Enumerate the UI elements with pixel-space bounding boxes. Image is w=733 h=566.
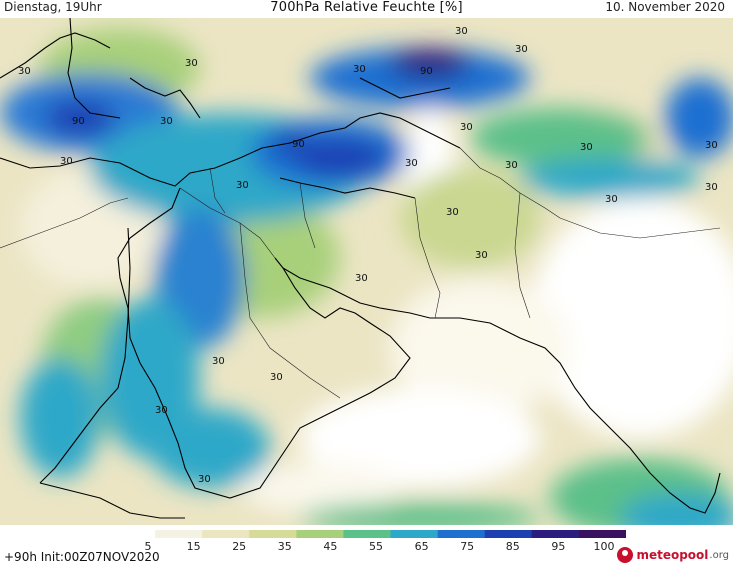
contour-label: 30: [580, 142, 593, 153]
contour-label: 30: [446, 207, 459, 218]
legend-swatch: [343, 530, 392, 538]
contour-label: 30: [155, 405, 168, 416]
logo-text: meteopool: [636, 548, 709, 562]
humidity-field: [0, 28, 733, 525]
legend-tick-label: 55: [369, 540, 383, 553]
contour-label: 30: [355, 273, 368, 284]
legend-tick-label: 85: [505, 540, 520, 553]
legend-swatch: [390, 530, 439, 538]
logo-tld: .org: [709, 549, 729, 561]
map-canvas: 30 30 90 30 90 30 30 30 90 30 30 30 30 3…: [0, 18, 733, 525]
contour-label: 30: [18, 66, 31, 77]
contour-label: 30: [236, 180, 249, 191]
legend-swatch: [249, 530, 297, 538]
contour-label: 30: [353, 64, 366, 75]
contour-label: 30: [160, 116, 173, 127]
legend-tick-label: 65: [414, 540, 429, 553]
legend-tick-label: 100: [593, 540, 615, 553]
logo-icon: [617, 547, 634, 563]
legend-swatch: [108, 530, 156, 538]
legend-ticks: 5 15 25 35 45 55 65 75 85 95 100: [0, 540, 733, 554]
contour-label: 30: [60, 156, 73, 167]
legend-tick-label: 45: [323, 540, 338, 553]
legend-swatch: [155, 530, 203, 538]
legend-tick-label: 15: [186, 540, 201, 553]
legend-swatch: [437, 530, 486, 538]
contour-label: 30: [270, 372, 283, 383]
valid-day-label: Dienstag, 19Uhr: [4, 0, 102, 14]
contour-label: 90: [292, 139, 305, 150]
contour-labels: 30 30 90 30 90 30 30 30 90 30 30 30 30 3…: [18, 26, 718, 485]
legend-tick-label: 35: [277, 540, 292, 553]
contour-label: 30: [460, 122, 473, 133]
contour-label: 30: [198, 474, 211, 485]
legend-swatch: [202, 530, 250, 538]
legend-swatch: [484, 530, 533, 538]
contour-label: 30: [705, 182, 718, 193]
valid-date-label: 10. November 2020: [605, 0, 725, 14]
contour-label: 30: [605, 194, 618, 205]
coastlines: [0, 18, 721, 519]
legend-swatch: [296, 530, 344, 538]
legend-tick-label: 25: [232, 540, 247, 553]
meteopool-logo[interactable]: meteopool .org: [617, 545, 729, 565]
contour-label: 30: [185, 58, 198, 69]
contour-label: 30: [475, 250, 488, 261]
forecast-init-label: +90h Init:00Z07NOV2020: [4, 550, 160, 564]
legend-tick-label: 5: [144, 540, 152, 553]
contour-label: 30: [515, 44, 528, 55]
legend-tick-label: 95: [551, 540, 566, 553]
contour-label: 30: [212, 356, 225, 367]
contour-label: 90: [72, 116, 85, 127]
contour-label: 30: [505, 160, 518, 171]
contour-label: 30: [405, 158, 418, 169]
humidity-map: 30 30 90 30 90 30 30 30 90 30 30 30 30 3…: [0, 18, 733, 525]
contour-label: 30: [455, 26, 468, 37]
legend-swatch: [578, 530, 626, 538]
color-legend: [108, 530, 626, 538]
country-borders: [0, 147, 721, 399]
contour-label: 90: [420, 66, 433, 77]
header: Dienstag, 19Uhr 700hPa Relative Feuchte …: [0, 0, 733, 18]
legend-swatch: [531, 530, 580, 538]
contour-label: 30: [705, 140, 718, 151]
map-title: 700hPa Relative Feuchte [%]: [270, 0, 463, 15]
legend-tick-label: 75: [460, 540, 475, 553]
